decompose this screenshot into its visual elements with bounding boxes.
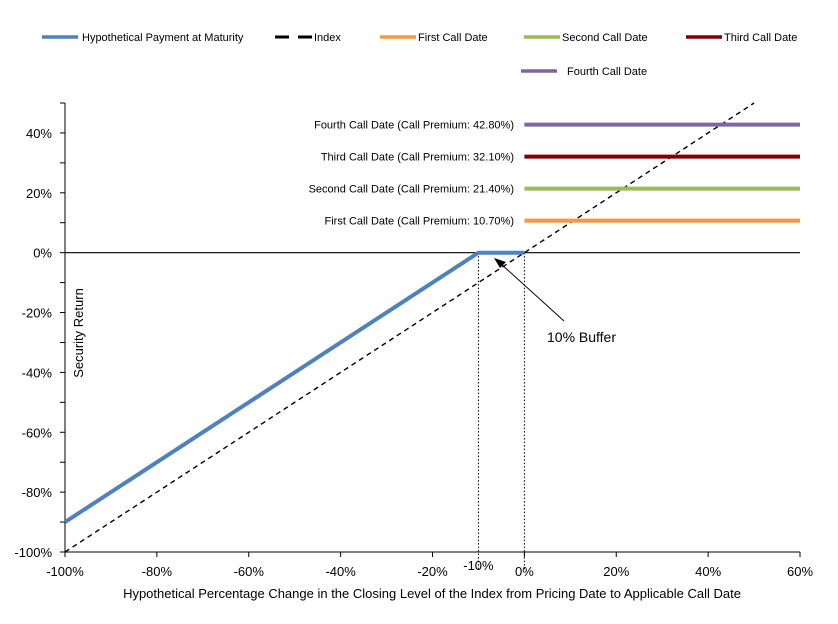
- series-layer: [63, 102, 800, 553]
- y-tick-label: -40%: [22, 365, 53, 380]
- annotation-first-call-date-call-premium-1: First Call Date (Call Premium: 10.70%): [325, 216, 515, 228]
- buffer-arrow-head: [494, 258, 506, 268]
- x-tick-label-extra: -10%: [463, 558, 494, 573]
- y-tick-label: -80%: [22, 485, 53, 500]
- y-tick-label: 40%: [26, 126, 52, 141]
- buffer-arrow-line: [499, 262, 565, 322]
- y-tick-label: -100%: [14, 545, 52, 560]
- x-tick-label: -100%: [46, 564, 84, 579]
- legend-second-call-date-label: Second Call Date: [562, 32, 648, 44]
- x-tick-label: 0%: [515, 564, 534, 579]
- annotations: Fourth Call Date (Call Premium: 42.80%) T…: [309, 120, 617, 345]
- tick-labels: 40% 20% 0% -20% -40% -60% -80% -100% -100% -80% -6…: [14, 126, 813, 579]
- series-index: [64, 102, 755, 553]
- y-tick-label: 20%: [26, 186, 52, 201]
- annotation-fourth-call-date-call-premium-: Fourth Call Date (Call Premium: 42.80%): [314, 120, 514, 132]
- axes: [60, 102, 801, 557]
- legend-third-call-date-label: Third Call Date: [724, 32, 797, 44]
- x-tick-label: -40%: [325, 564, 356, 579]
- legend-first-call-date-label: First Call Date: [418, 32, 488, 44]
- x-axis-title: Hypothetical Percentage Change in the Cl…: [123, 586, 741, 601]
- y-tick-label: -20%: [22, 306, 53, 321]
- x-tick-label: -80%: [142, 564, 173, 579]
- legend-index-label: Index: [314, 32, 341, 44]
- annotation-third-call-date-call-premium-3: Third Call Date (Call Premium: 32.10%): [321, 152, 514, 164]
- x-tick-label: -20%: [417, 564, 448, 579]
- x-tick-label: 40%: [695, 564, 721, 579]
- legend-fourth-call-date-label: Fourth Call Date: [567, 66, 647, 78]
- y-tick-label: 0%: [33, 246, 52, 261]
- series-hypothetical-payment-at-maturity: [63, 250, 525, 524]
- x-tick-label: 60%: [787, 564, 813, 579]
- y-axis-title: Security Return: [71, 288, 86, 378]
- x-tick-label: 20%: [603, 564, 629, 579]
- x-tick-label: -60%: [234, 564, 265, 579]
- reference-lines: [477, 252, 525, 570]
- legend: Hypothetical Payment at Maturity Index Fir…: [42, 32, 797, 78]
- y-tick-label: -60%: [22, 425, 53, 440]
- legend-hypothetical-payment-at-maturity-label: Hypothetical Payment at Maturity: [82, 32, 244, 44]
- annotation-second-call-date-call-premium-: Second Call Date (Call Premium: 21.40%): [309, 184, 514, 196]
- buffer-label: 10% Buffer: [547, 329, 616, 345]
